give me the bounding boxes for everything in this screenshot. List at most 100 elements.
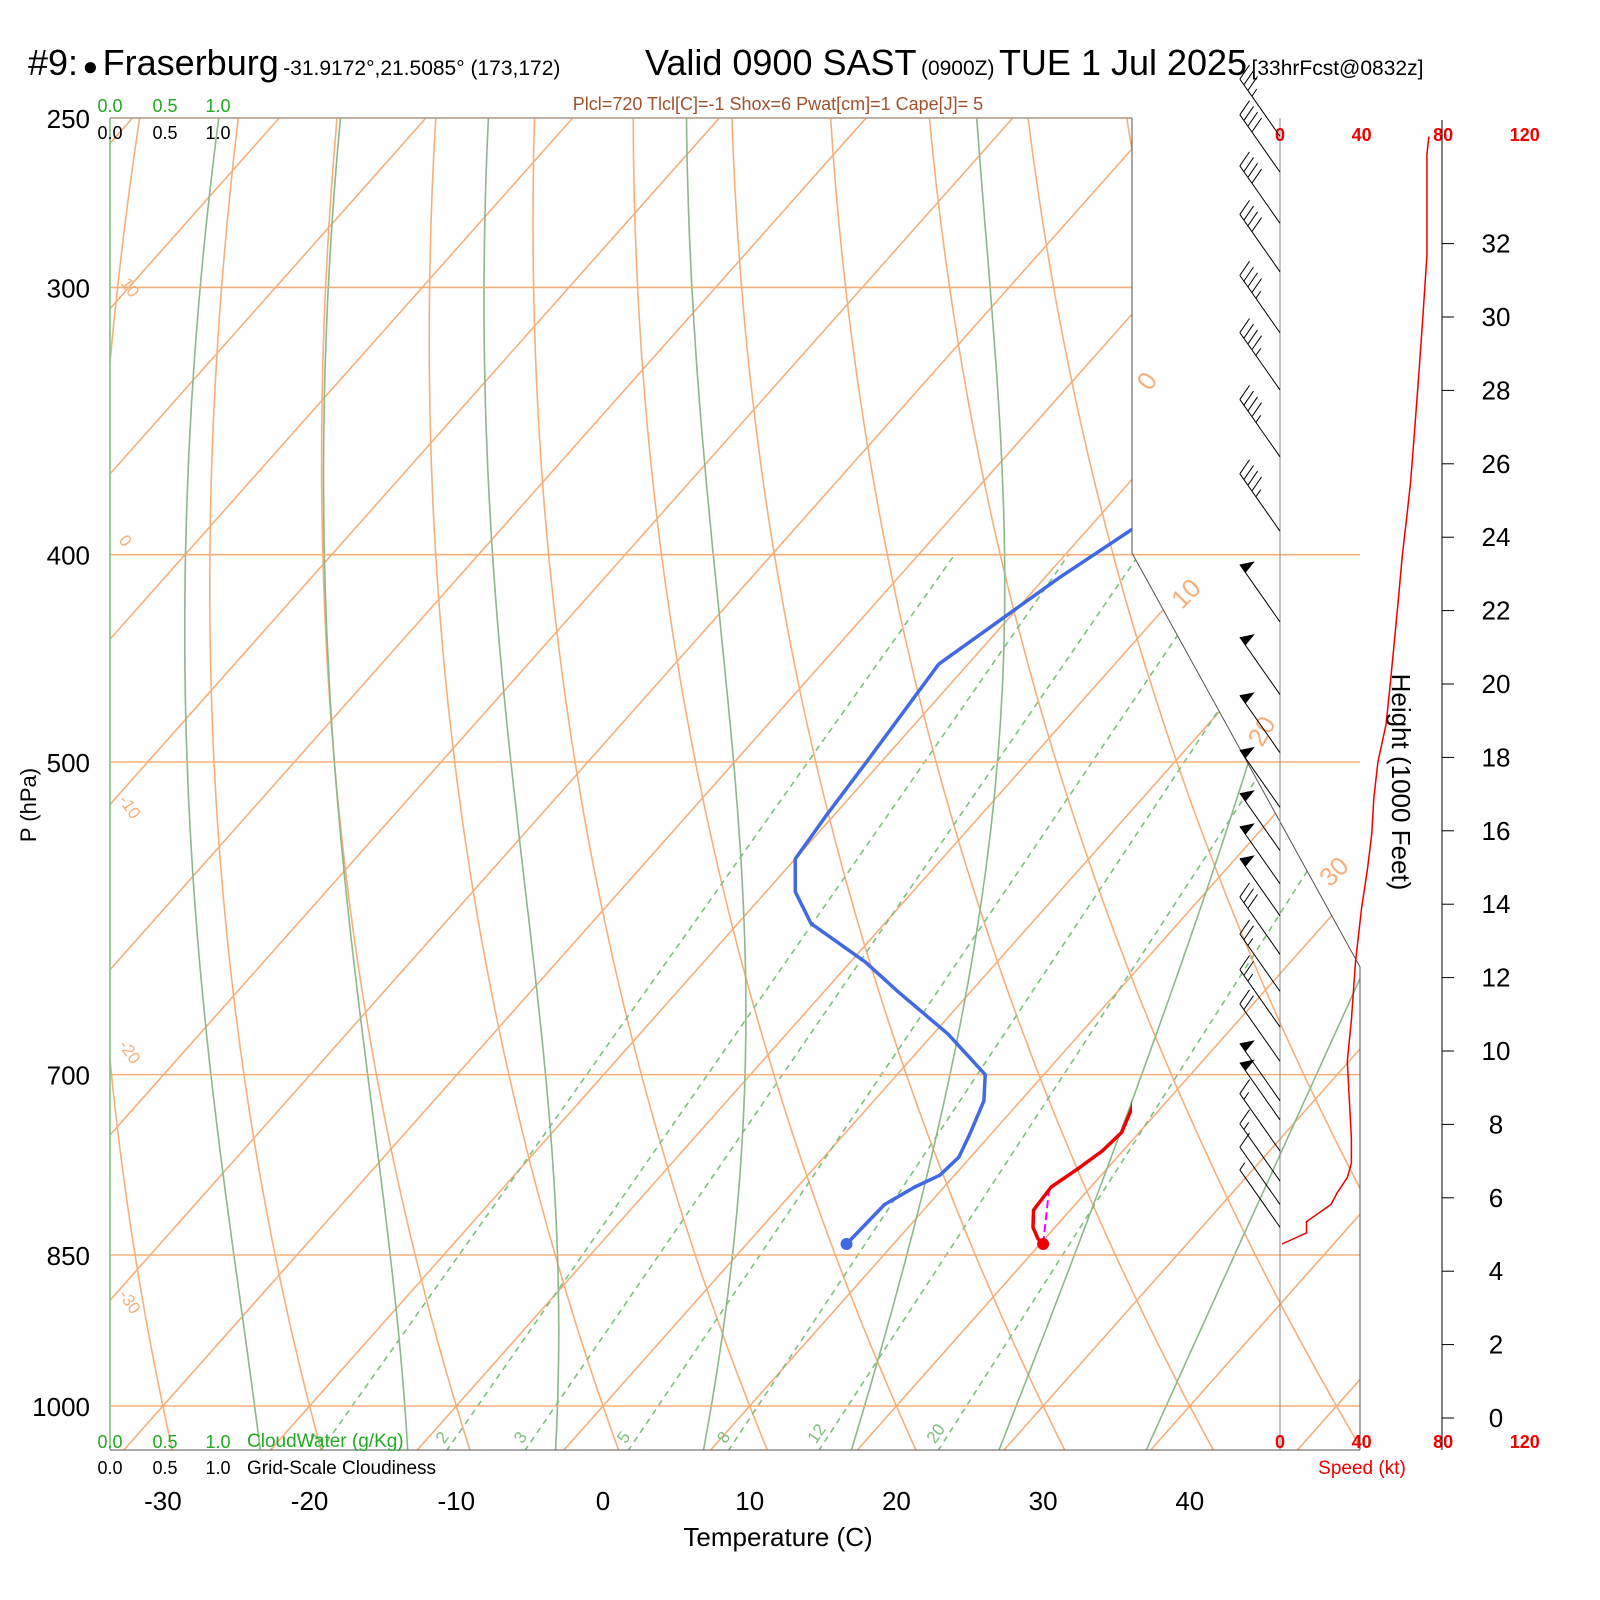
height-axis-label: Height (1000 Feet) bbox=[1386, 674, 1416, 891]
isotherm-line bbox=[110, 118, 1047, 1450]
temperature-tick-label: -30 bbox=[144, 1486, 182, 1516]
cloudwater-tick-top: 1.0 bbox=[205, 96, 230, 116]
temperature-tick-label: 10 bbox=[735, 1486, 764, 1516]
barb-staff bbox=[1239, 332, 1281, 391]
wind-barb bbox=[1239, 1109, 1281, 1182]
barb-flag bbox=[1247, 76, 1258, 91]
speed-tick-top: 120 bbox=[1510, 125, 1540, 145]
pressure-tick-label: 850 bbox=[47, 1241, 90, 1271]
barb-flag bbox=[1247, 894, 1258, 909]
barb-flag bbox=[1239, 882, 1250, 898]
barb-staff bbox=[1239, 1123, 1281, 1182]
height-tick-label: 4 bbox=[1489, 1256, 1503, 1286]
mixing-ratio-label: 20 bbox=[923, 1420, 949, 1446]
height-tick-label: 14 bbox=[1482, 889, 1511, 919]
height-tick-label: 18 bbox=[1482, 742, 1511, 772]
temperature-line bbox=[1031, 1100, 1132, 1246]
barb-flag bbox=[1243, 465, 1254, 480]
barb-pennant bbox=[1239, 1059, 1255, 1071]
barb-flag bbox=[1251, 335, 1262, 351]
mixing-ratio-line bbox=[313, 554, 956, 1450]
temperature-tick-label: 40 bbox=[1175, 1486, 1204, 1516]
wind-barb bbox=[1239, 1079, 1281, 1152]
barb-flag bbox=[1239, 385, 1250, 400]
dry-adiabat-line bbox=[632, 118, 922, 1450]
barb-staff bbox=[1239, 114, 1281, 173]
height-tick-label: 20 bbox=[1482, 669, 1511, 699]
height-tick-label: 30 bbox=[1482, 302, 1511, 332]
wind-barb bbox=[1239, 459, 1281, 532]
wind-barb bbox=[1239, 882, 1281, 955]
barb-half-flag bbox=[1247, 973, 1254, 982]
cloudwater-tick-top: 0.0 bbox=[97, 96, 122, 116]
barb-staff bbox=[1239, 1043, 1281, 1102]
wind-barb bbox=[1239, 100, 1281, 173]
moist-adiabat-line bbox=[322, 118, 409, 1450]
speed-tick-top: 80 bbox=[1433, 125, 1453, 145]
valid-time: Valid 0900 SAST (0900Z) TUE 1 Jul 2025 [… bbox=[645, 42, 1423, 84]
barb-flag bbox=[1247, 211, 1258, 227]
wind-barb bbox=[1239, 989, 1281, 1062]
barb-staff bbox=[1239, 1093, 1281, 1152]
y-axis-label: P (hPa) bbox=[16, 768, 41, 842]
barb-staff bbox=[1239, 826, 1281, 885]
station-id: #9: bbox=[28, 42, 79, 83]
height-tick-label: 8 bbox=[1489, 1109, 1503, 1139]
height-tick-label: 26 bbox=[1482, 449, 1511, 479]
barb-staff bbox=[1239, 399, 1281, 458]
cloudiness-tick-top: 0.0 bbox=[97, 123, 122, 143]
barb-flag bbox=[1251, 278, 1262, 293]
wind-barb bbox=[1239, 692, 1281, 753]
wind-barb bbox=[1239, 823, 1281, 885]
station-coords: -31.9172°,21.5085° (173,172) bbox=[283, 57, 561, 80]
surface-dewpoint-marker bbox=[840, 1238, 853, 1251]
barb-half-flag bbox=[1239, 1162, 1246, 1171]
barb-flag bbox=[1251, 217, 1262, 232]
right-frame-line bbox=[1131, 118, 1361, 1450]
height-tick-label: 28 bbox=[1482, 375, 1511, 405]
barb-pennant bbox=[1239, 823, 1255, 835]
wind-barb bbox=[1239, 64, 1281, 137]
barb-flag bbox=[1243, 960, 1254, 976]
barb-flag bbox=[1247, 111, 1258, 127]
barb-half-flag bbox=[1255, 415, 1262, 423]
dry-adiabat-line bbox=[428, 118, 623, 1450]
isotherm-label: 20 bbox=[1241, 711, 1281, 751]
wind-barb bbox=[1239, 855, 1281, 917]
moist-adiabat-line bbox=[184, 118, 263, 1450]
surface-temperature-marker bbox=[1037, 1238, 1050, 1251]
wind-barb bbox=[1239, 1040, 1281, 1102]
isotherm-line bbox=[994, 118, 1360, 1450]
cloudiness-tick-top: 1.0 bbox=[205, 123, 230, 143]
barb-staff bbox=[1239, 473, 1281, 532]
mixing-ratio-label: 2 bbox=[432, 1428, 453, 1447]
barb-flag bbox=[1247, 163, 1258, 178]
barb-flag bbox=[1247, 329, 1258, 345]
barb-staff bbox=[1239, 1146, 1281, 1205]
barb-flag bbox=[1239, 261, 1250, 276]
mixing-ratio-line bbox=[931, 554, 1360, 1450]
barb-staff bbox=[1239, 858, 1281, 917]
barb-staff bbox=[1239, 792, 1281, 851]
dry-adiabat-line bbox=[730, 118, 1071, 1450]
isotherm-label: 30 bbox=[1313, 851, 1355, 893]
barb-flag bbox=[1239, 64, 1250, 80]
isotherm-line bbox=[1287, 118, 1360, 1450]
wind-barb bbox=[1239, 634, 1281, 695]
dewpoint-line bbox=[793, 527, 1132, 1246]
isotherm-line bbox=[110, 118, 461, 1450]
mixing-ratio-line bbox=[439, 554, 1070, 1450]
pressure-axis: 250 300 400 500 700 850 1000 bbox=[32, 104, 90, 1422]
barb-flag bbox=[1243, 390, 1254, 406]
barb-flag bbox=[1243, 266, 1254, 282]
diagram-frame bbox=[109, 117, 1361, 1451]
barb-staff bbox=[1239, 275, 1281, 334]
barb-flag bbox=[1239, 1079, 1250, 1094]
barb-staff bbox=[1239, 165, 1281, 224]
speed-label: Speed (kt) bbox=[1318, 1458, 1406, 1479]
barb-half-flag bbox=[1255, 290, 1262, 299]
sounding-series bbox=[793, 527, 1132, 1251]
barb-pennant bbox=[1239, 692, 1255, 704]
temperature-tick-label: -20 bbox=[291, 1486, 329, 1516]
